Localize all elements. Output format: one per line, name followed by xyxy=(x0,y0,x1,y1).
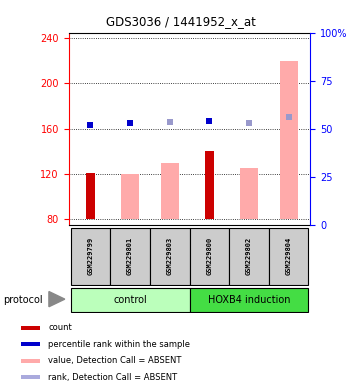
Text: GSM229802: GSM229802 xyxy=(246,237,252,275)
Text: percentile rank within the sample: percentile rank within the sample xyxy=(48,340,190,349)
Text: value, Detection Call = ABSENT: value, Detection Call = ABSENT xyxy=(48,356,182,365)
Text: GSM229800: GSM229800 xyxy=(206,237,212,275)
Bar xyxy=(190,288,309,312)
Bar xyxy=(121,174,139,219)
Bar xyxy=(269,228,309,285)
Bar xyxy=(110,228,150,285)
Bar xyxy=(21,326,40,330)
Bar xyxy=(229,228,269,285)
Bar xyxy=(21,343,40,346)
Bar xyxy=(86,173,95,219)
Text: GDS3036 / 1441952_x_at: GDS3036 / 1441952_x_at xyxy=(105,15,256,28)
Bar xyxy=(280,61,297,219)
Text: control: control xyxy=(113,295,147,305)
Bar xyxy=(161,162,179,219)
Text: GSM229801: GSM229801 xyxy=(127,237,133,275)
Text: GSM229799: GSM229799 xyxy=(87,237,93,275)
Bar xyxy=(21,359,40,362)
Text: HOXB4 induction: HOXB4 induction xyxy=(208,295,290,305)
Bar xyxy=(190,228,229,285)
Text: protocol: protocol xyxy=(4,295,43,305)
Bar xyxy=(21,375,40,379)
Polygon shape xyxy=(49,291,65,307)
Text: rank, Detection Call = ABSENT: rank, Detection Call = ABSENT xyxy=(48,372,177,382)
Text: count: count xyxy=(48,323,72,333)
Bar xyxy=(150,228,190,285)
Bar xyxy=(70,288,190,312)
Bar xyxy=(205,151,214,219)
Bar xyxy=(240,168,258,219)
Bar xyxy=(70,228,110,285)
Text: GSM229803: GSM229803 xyxy=(167,237,173,275)
Text: GSM229804: GSM229804 xyxy=(286,237,292,275)
